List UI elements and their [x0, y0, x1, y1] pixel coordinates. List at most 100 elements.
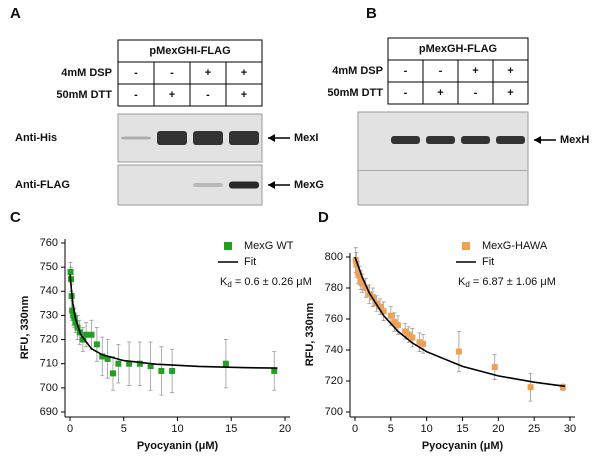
sign: + [169, 89, 175, 101]
x-tick-label: 10 [171, 423, 183, 435]
sign: + [205, 67, 211, 79]
x-axis-label: Pyocyanin (μM) [422, 440, 504, 452]
fit-line [354, 256, 566, 388]
data-point [222, 360, 229, 367]
x-tick-label: 20 [279, 423, 291, 435]
construct: pMexGHI-FLAG [149, 45, 230, 57]
y-tick-label: 750 [40, 261, 58, 273]
data-point [387, 312, 394, 319]
data-point [420, 340, 427, 347]
blot-divider [358, 170, 528, 171]
panel-label: C [10, 209, 21, 226]
data-point [67, 268, 74, 275]
panel-label: B [366, 5, 377, 22]
data-point [99, 353, 106, 360]
data-point [83, 331, 90, 338]
blot-band [121, 136, 151, 140]
sign: + [241, 89, 247, 101]
x-tick-label: 0 [67, 423, 73, 435]
data-point [380, 308, 387, 315]
sign: + [507, 65, 513, 77]
y-tick-label: 720 [325, 375, 343, 387]
data-point [136, 360, 143, 367]
sign: + [241, 67, 247, 79]
data-point [88, 331, 95, 338]
x-tick-label: 10 [421, 423, 433, 435]
x-tick-label: 5 [121, 423, 127, 435]
data-point [362, 285, 369, 291]
legend-label: Fit [482, 256, 494, 268]
arrow-head [268, 181, 275, 189]
data-point [357, 277, 364, 284]
arrow-head [268, 134, 275, 142]
data-point [126, 360, 133, 367]
data-point [377, 303, 384, 310]
y-tick-label: 740 [325, 344, 343, 356]
data-point [391, 319, 398, 326]
annotation-subscript: d [227, 280, 231, 289]
annotation: Kd = 6.87 ± 1.06 μM [458, 276, 556, 289]
y-tick-label: 700 [40, 382, 58, 394]
data-point [356, 272, 363, 279]
annotation: Kd = 0.6 ± 0.26 μM [220, 276, 312, 289]
data-point [74, 324, 81, 331]
data-point [72, 319, 79, 326]
blot-band [496, 136, 525, 144]
data-point [104, 355, 111, 362]
panel-label: A [10, 5, 21, 22]
row-label: 4mM DSP [61, 67, 112, 79]
data-point [527, 384, 534, 391]
data-point [71, 314, 78, 321]
sign: + [472, 65, 478, 77]
data-point [79, 336, 86, 343]
data-point [409, 334, 416, 341]
data-point [416, 339, 423, 346]
y-tick-label: 730 [40, 309, 58, 321]
data-point [115, 360, 122, 367]
sign: - [170, 67, 174, 79]
data-point [147, 363, 154, 370]
data-point [158, 367, 165, 374]
data-point [353, 261, 360, 268]
blot-band [157, 131, 187, 145]
data-point [354, 269, 361, 276]
x-tick-label: 15 [225, 423, 237, 435]
annotation-subscript: d [465, 280, 469, 289]
sign: - [404, 65, 408, 77]
arrow-head [534, 136, 541, 144]
sign: + [507, 87, 513, 99]
y-tick-label: 690 [40, 406, 58, 418]
blot-band [461, 136, 490, 144]
y-tick-label: 760 [40, 237, 58, 249]
data-point [169, 367, 176, 374]
sign: - [206, 89, 210, 101]
y-tick-label: 720 [40, 333, 58, 345]
y-axis-label: RFU, 330nm [19, 295, 31, 359]
annotation-symbol: K [220, 276, 228, 288]
y-tick-label: 710 [40, 358, 58, 370]
x-tick-label: 30 [564, 423, 576, 435]
panel-label: D [318, 209, 329, 226]
legend-label: Fit [244, 256, 256, 268]
x-tick-label: 20 [492, 423, 504, 435]
x-tick-label: 5 [388, 423, 394, 435]
table-cell [225, 83, 263, 107]
band-label: MexI [294, 132, 318, 144]
data-point [395, 322, 401, 329]
sign: - [134, 67, 138, 79]
y-tick-label: 760 [325, 313, 343, 325]
data-point [455, 348, 462, 355]
blot-band [193, 183, 223, 187]
table-cell [492, 81, 529, 105]
row-label: 4mM DSP [332, 65, 383, 77]
data-point [405, 331, 412, 338]
sign: - [439, 65, 443, 77]
annotation-text: = 0.6 ± 0.26 μM [232, 276, 312, 288]
sign: + [437, 87, 443, 99]
annotation-text: = 6.87 ± 1.06 μM [470, 276, 556, 288]
blot-band [229, 181, 259, 189]
blot-label: Anti-FLAG [15, 179, 70, 191]
data-point [559, 384, 566, 391]
blot-image [357, 111, 529, 206]
